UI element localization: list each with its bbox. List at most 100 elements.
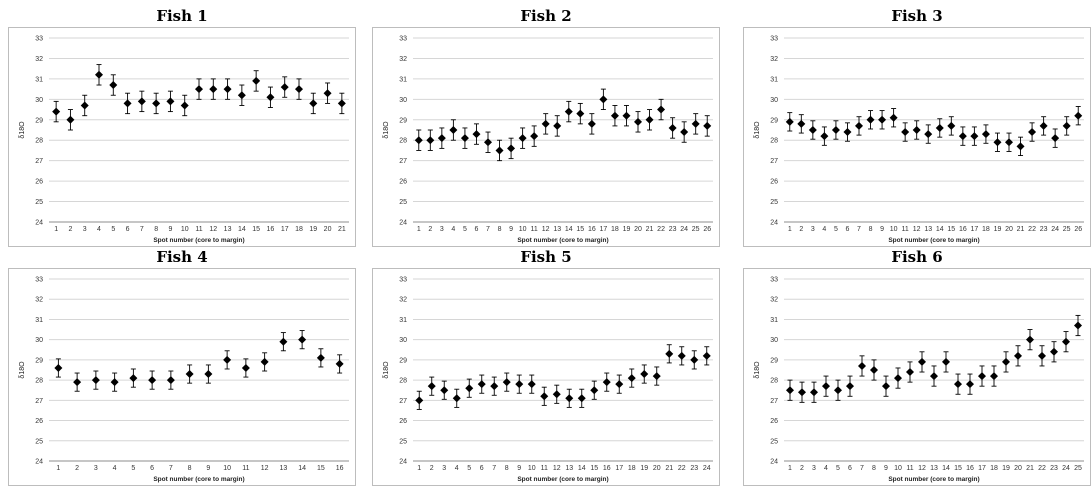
x-tick-label: 14 — [238, 226, 246, 233]
panel-fish-6: Fish 6 24 25 26 27 28 29 30 31 32 33 1 2 3 4 5 6 7 8 9 10 11… — [743, 248, 1091, 486]
data-point — [252, 76, 261, 85]
x-tick-label: 5 — [836, 465, 840, 472]
x-tick-label: 6 — [848, 465, 852, 472]
data-point — [237, 91, 246, 100]
y-tick-label: 33 — [770, 277, 778, 284]
x-tick-label: 22 — [657, 226, 665, 233]
y-axis-label: δ18O — [19, 121, 26, 139]
y-tick-label: 28 — [399, 138, 407, 145]
y-tick-label: 27 — [399, 398, 407, 405]
x-tick-label: 10 — [894, 465, 902, 472]
data-point — [599, 95, 608, 104]
x-tick-label: 19 — [623, 226, 631, 233]
y-tick-label: 33 — [35, 277, 43, 284]
data-point — [452, 394, 461, 403]
x-tick-label: 3 — [83, 226, 87, 233]
data-point — [507, 144, 516, 153]
y-tick-label: 24 — [35, 459, 43, 466]
data-point — [1038, 351, 1046, 360]
data-point — [1062, 121, 1071, 130]
x-tick-label: 23 — [690, 465, 698, 472]
data-point — [703, 121, 712, 130]
y-tick-label: 25 — [770, 438, 778, 445]
data-point — [587, 119, 596, 128]
x-tick-label: 3 — [811, 226, 815, 233]
x-tick-label: 9 — [509, 226, 513, 233]
data-point — [808, 126, 817, 134]
data-point — [223, 355, 232, 364]
x-tick-label: 12 — [261, 465, 269, 472]
x-tick-label: 18 — [611, 226, 619, 233]
x-tick-label: 12 — [913, 226, 921, 233]
data-point — [786, 386, 794, 395]
x-tick-label: 23 — [1050, 465, 1058, 472]
y-axis-label: δ18O — [383, 121, 390, 139]
x-tick-label: 7 — [169, 465, 173, 472]
x-tick-label: 25 — [1063, 226, 1071, 233]
x-tick-label: 24 — [703, 465, 711, 472]
panel-fish-4: Fish 4 24 25 26 27 28 29 30 31 32 33 1 2 3 4 5 6 7 8 9 10 11… — [8, 248, 356, 486]
data-point — [930, 372, 938, 381]
x-tick-label: 3 — [812, 465, 816, 472]
x-tick-label: 18 — [990, 465, 998, 472]
y-tick-label: 28 — [35, 138, 43, 145]
x-tick-label: 14 — [578, 465, 586, 472]
y-axis-label: δ18O — [19, 361, 26, 379]
data-point — [465, 384, 474, 393]
x-tick-label: 10 — [181, 226, 189, 233]
data-point — [552, 390, 561, 399]
y-tick-label: 26 — [770, 179, 778, 186]
x-tick-label: 9 — [517, 465, 521, 472]
x-axis-label: Spot number (core to margin) — [517, 237, 608, 244]
data-point — [565, 394, 574, 403]
data-point — [541, 119, 550, 128]
x-tick-label: 13 — [279, 465, 287, 472]
y-tick-label: 30 — [770, 337, 778, 344]
x-tick-label: 20 — [653, 465, 661, 472]
data-point — [73, 378, 82, 387]
x-tick-label: 25 — [692, 226, 700, 233]
x-tick-label: 11 — [541, 465, 548, 472]
x-tick-label: 25 — [1074, 465, 1082, 472]
x-tick-label: 10 — [528, 465, 536, 472]
x-tick-label: 5 — [834, 226, 838, 233]
data-point — [335, 359, 344, 368]
y-tick-label: 24 — [770, 459, 778, 466]
x-tick-label: 5 — [111, 226, 115, 233]
x-tick-label: 15 — [252, 226, 260, 233]
x-tick-label: 9 — [884, 465, 888, 472]
x-tick-label: 21 — [1026, 465, 1034, 472]
x-tick-label: 18 — [982, 226, 990, 233]
data-point — [652, 372, 661, 381]
data-point — [858, 361, 866, 370]
data-point — [52, 107, 61, 116]
x-tick-label: 15 — [954, 465, 962, 472]
data-point — [1002, 357, 1010, 366]
data-point — [981, 130, 990, 139]
x-tick-label: 22 — [1038, 465, 1046, 472]
x-tick-label: 6 — [475, 226, 479, 233]
chart-title: Fish 3 — [891, 7, 943, 25]
x-tick-label: 19 — [640, 465, 648, 472]
data-point — [460, 134, 469, 143]
y-tick-label: 32 — [35, 297, 43, 304]
x-tick-label: 7 — [492, 465, 496, 472]
y-tick-label: 25 — [770, 199, 778, 206]
x-tick-label: 13 — [565, 465, 573, 472]
data-point — [180, 101, 189, 110]
data-point — [918, 357, 926, 366]
data-point — [209, 85, 218, 94]
x-tick-label: 1 — [788, 226, 792, 233]
data-point — [627, 374, 636, 383]
x-tick-label: 8 — [154, 226, 158, 233]
y-tick-label: 26 — [399, 418, 407, 425]
x-tick-label: 16 — [588, 226, 596, 233]
data-point — [889, 113, 898, 122]
x-tick-label: 14 — [565, 226, 573, 233]
data-point — [437, 134, 446, 143]
y-tick-label: 26 — [770, 418, 778, 425]
y-tick-label: 32 — [399, 56, 407, 63]
y-tick-label: 25 — [35, 438, 43, 445]
data-point — [866, 115, 875, 124]
y-tick-label: 33 — [35, 36, 43, 43]
